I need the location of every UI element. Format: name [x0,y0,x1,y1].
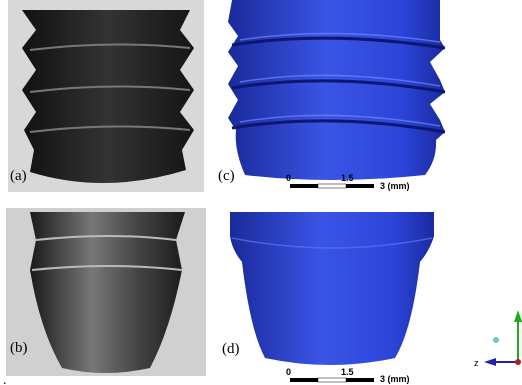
photo-b [6,208,206,376]
scale-bar [290,184,374,188]
marker: . [3,373,7,385]
axis-label: z [474,358,479,368]
scale-label: 3 (mm) [380,374,410,384]
scale-label: 1.5 [341,173,354,183]
render-c [228,0,445,180]
panel-label: (b) [10,340,28,356]
scale-bar [290,378,374,382]
panel-label: (a) [10,168,27,184]
photo-a [8,0,204,192]
figure: (a) (c) 0 1.5 3 (mm) (b) (d) 0 1.5 3 (mm… [0,0,522,385]
render-d [230,212,434,365]
scale-label: 0 [286,367,291,377]
scale-label: 3 (mm) [380,181,410,191]
axes-triad [484,310,522,366]
panel-label: (c) [218,168,235,184]
scale-label: 1.5 [341,367,354,377]
scale-label: 0 [286,173,291,183]
panel-label: (d) [222,341,240,357]
